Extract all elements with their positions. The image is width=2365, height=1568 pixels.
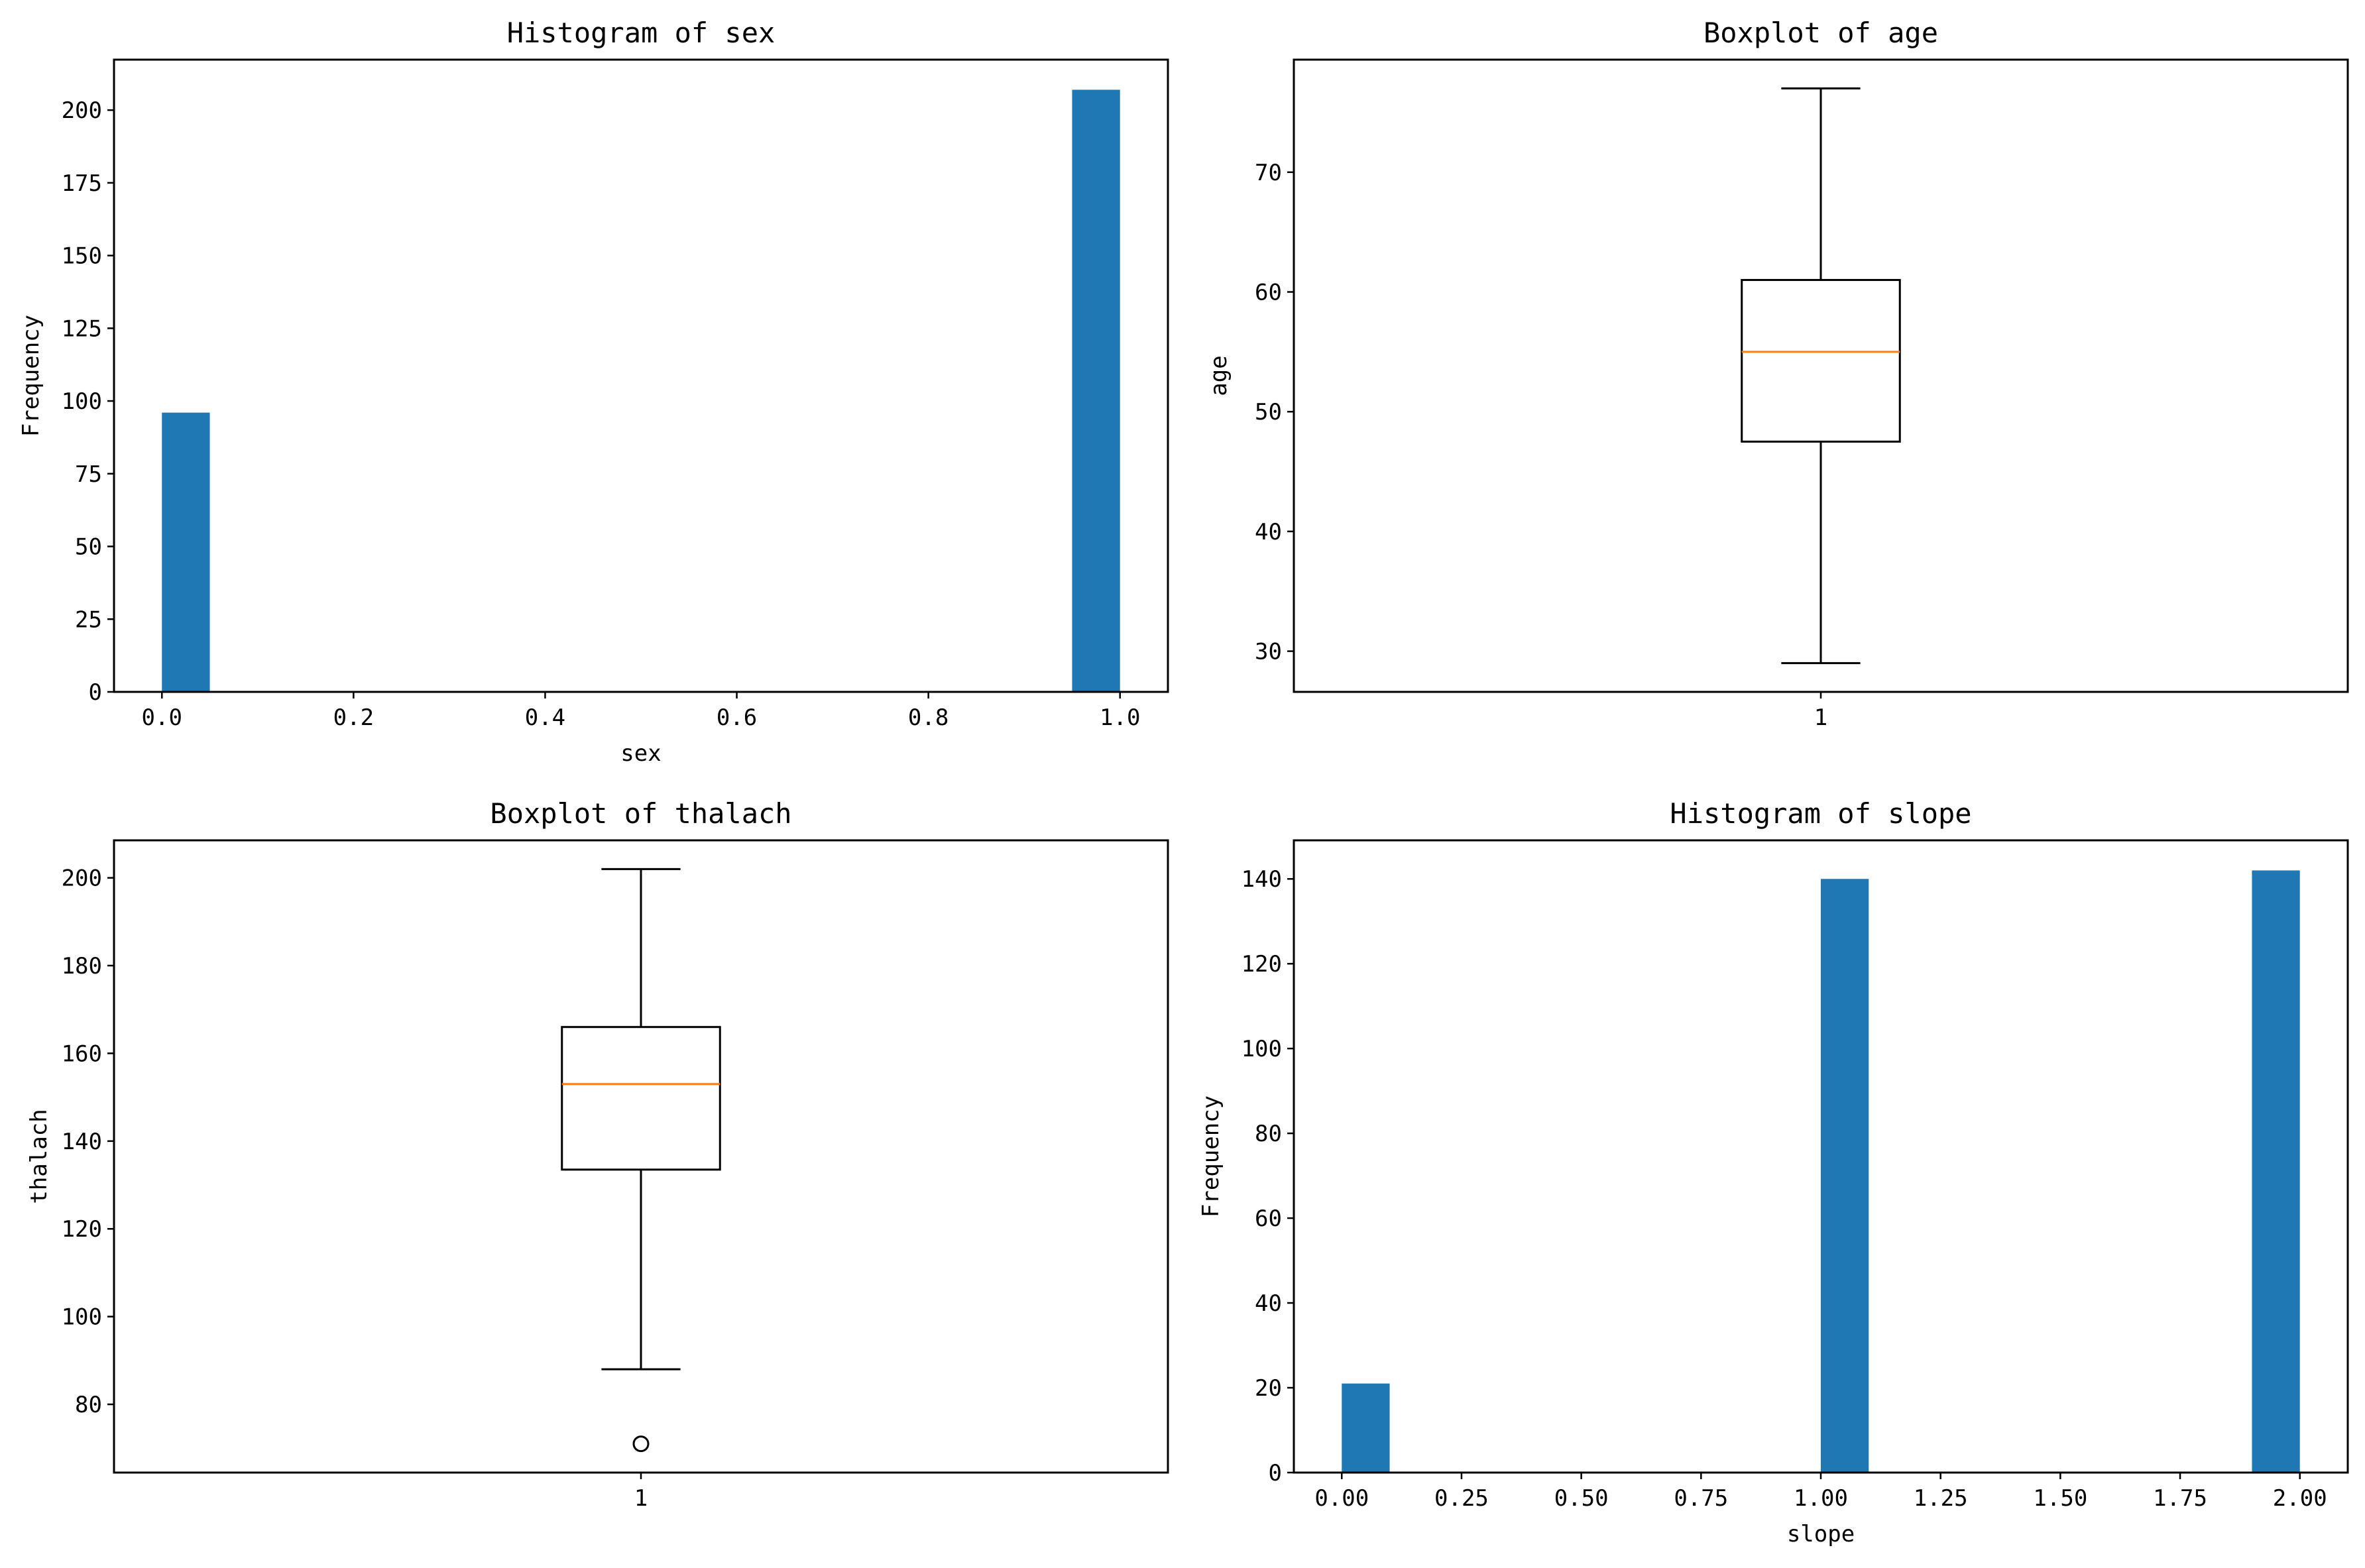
age-boxplot-marks bbox=[1741, 87, 1901, 665]
y-tick-label: 0 bbox=[89, 679, 102, 706]
x-tick-label: 1 bbox=[1814, 704, 1827, 731]
thalach-box-box bbox=[561, 1026, 721, 1171]
age-boxplot-x-ticks: 1 bbox=[1814, 692, 1827, 731]
y-tick-label: 175 bbox=[62, 170, 102, 197]
y-tick-label: 100 bbox=[1241, 1036, 1282, 1062]
y-tick-label: 180 bbox=[62, 953, 102, 980]
y-tick-label: 25 bbox=[75, 606, 102, 633]
x-tick-label: 0.75 bbox=[1674, 1485, 1728, 1512]
slope-histogram-title: Histogram of slope bbox=[1670, 797, 1971, 830]
slope-hist-bar bbox=[1821, 879, 1869, 1473]
y-tick-label: 200 bbox=[62, 866, 102, 892]
age-boxplot-y-axis-label: age bbox=[1206, 355, 1232, 396]
thalach-boxplot-marks bbox=[561, 868, 721, 1453]
slope-hist-bar bbox=[2252, 870, 2300, 1473]
slope-histogram-x-ticks: 0.00 0.25 0.50 0.75 1.00 1.25 1.50 1.75 2.00 bbox=[1314, 1473, 2327, 1512]
y-tick-label: 70 bbox=[1255, 160, 1282, 186]
slope-hist-bar bbox=[1342, 1383, 1390, 1473]
sex-histogram-y-ticks: 0 25 50 75 100 125 150 175 200 bbox=[62, 97, 114, 706]
thalach-box-outlier-point bbox=[632, 1435, 650, 1453]
y-tick-label: 80 bbox=[75, 1392, 102, 1418]
x-tick-label: 1 bbox=[634, 1485, 648, 1512]
y-tick-label: 140 bbox=[62, 1129, 102, 1155]
thalach-boxplot-y-axis-label: thalach bbox=[26, 1109, 52, 1204]
age-box-box bbox=[1741, 278, 1901, 443]
y-tick-label: 60 bbox=[1255, 280, 1282, 306]
y-tick-label: 160 bbox=[62, 1040, 102, 1067]
panel-thalach-boxplot: 80 100 120 140 160 180 200 1 Boxplot of thalac… bbox=[26, 797, 1169, 1512]
panel-age-boxplot: 30 40 50 60 70 1 Boxplot of age age bbox=[1206, 17, 2349, 731]
y-tick-label: 60 bbox=[1255, 1205, 1282, 1232]
x-tick-label: 0.2 bbox=[333, 704, 374, 731]
y-tick-label: 0 bbox=[1269, 1460, 1282, 1486]
x-tick-label: 0.0 bbox=[142, 704, 182, 731]
panel-slope-histogram: 0 20 40 60 80 100 120 140 0.00 0.25 0.50 0.75 1.00 1… bbox=[1198, 797, 2349, 1547]
y-tick-label: 150 bbox=[62, 243, 102, 270]
thalach-boxplot-x-ticks: 1 bbox=[634, 1473, 648, 1512]
sex-histogram-x-ticks: 0.0 0.2 0.4 0.6 0.8 1.0 bbox=[142, 692, 1140, 731]
slope-histogram-marks bbox=[1342, 870, 2300, 1473]
x-tick-label: 0.8 bbox=[908, 704, 949, 731]
x-tick-label: 1.0 bbox=[1100, 704, 1140, 731]
x-tick-label: 0.6 bbox=[717, 704, 757, 731]
y-tick-label: 125 bbox=[62, 315, 102, 342]
sex-hist-bar bbox=[162, 412, 210, 692]
x-tick-label: 1.50 bbox=[2033, 1485, 2087, 1512]
sex-histogram-plot-frame bbox=[113, 58, 1169, 693]
y-tick-label: 140 bbox=[1241, 866, 1282, 893]
x-tick-label: 1.75 bbox=[2153, 1485, 2207, 1512]
y-tick-label: 50 bbox=[75, 534, 102, 561]
sex-histogram-title: Histogram of sex bbox=[507, 17, 776, 49]
x-tick-label: 0.4 bbox=[525, 704, 565, 731]
y-tick-label: 80 bbox=[1255, 1121, 1282, 1147]
y-tick-label: 20 bbox=[1255, 1375, 1282, 1402]
y-tick-label: 200 bbox=[62, 97, 102, 124]
x-tick-label: 0.00 bbox=[1314, 1485, 1369, 1512]
y-tick-label: 120 bbox=[1241, 951, 1282, 978]
y-tick-label: 100 bbox=[62, 388, 102, 415]
y-tick-label: 100 bbox=[62, 1304, 102, 1331]
slope-histogram-y-ticks: 0 20 40 60 80 100 120 140 bbox=[1241, 866, 1294, 1486]
x-tick-label: 2.00 bbox=[2273, 1485, 2327, 1512]
age-boxplot-title: Boxplot of age bbox=[1703, 17, 1938, 49]
sex-histogram-marks bbox=[162, 89, 1120, 692]
y-tick-label: 40 bbox=[1255, 519, 1282, 545]
y-tick-label: 30 bbox=[1255, 639, 1282, 665]
sex-histogram-x-axis-label: sex bbox=[620, 740, 661, 767]
x-tick-label: 0.25 bbox=[1434, 1485, 1489, 1512]
slope-histogram-y-axis-label: Frequency bbox=[1198, 1095, 1224, 1217]
panel-sex-histogram: 0 25 50 75 100 125 150 175 200 0.0 0.2 0.4 0.6 0.8 1.… bbox=[18, 17, 1169, 767]
y-tick-label: 120 bbox=[62, 1216, 102, 1243]
age-boxplot-y-ticks: 30 40 50 60 70 bbox=[1255, 160, 1294, 665]
thalach-boxplot-title: Boxplot of thalach bbox=[490, 797, 791, 830]
y-tick-label: 50 bbox=[1255, 399, 1282, 425]
y-tick-label: 40 bbox=[1255, 1290, 1282, 1317]
sex-hist-bar bbox=[1072, 89, 1120, 692]
x-tick-label: 1.25 bbox=[1914, 1485, 1968, 1512]
slope-histogram-x-axis-label: slope bbox=[1787, 1521, 1855, 1547]
x-tick-label: 0.50 bbox=[1554, 1485, 1609, 1512]
thalach-boxplot-y-ticks: 80 100 120 140 160 180 200 bbox=[62, 866, 114, 1418]
y-tick-label: 75 bbox=[75, 461, 102, 488]
x-tick-label: 1.00 bbox=[1794, 1485, 1848, 1512]
sex-histogram-y-axis-label: Frequency bbox=[18, 315, 44, 437]
